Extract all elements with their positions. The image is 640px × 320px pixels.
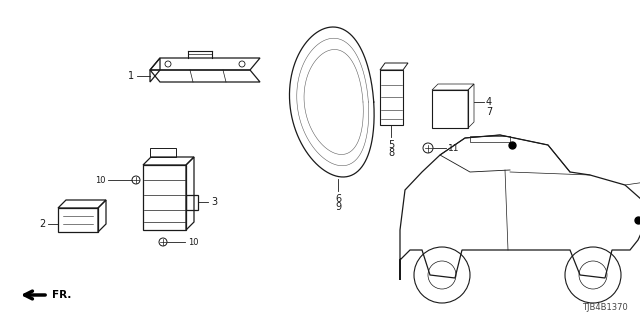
- Text: 4: 4: [486, 97, 492, 107]
- Text: 5: 5: [388, 140, 394, 150]
- Text: 3: 3: [211, 197, 217, 207]
- Text: 1: 1: [128, 71, 134, 81]
- Text: 11: 11: [448, 143, 460, 153]
- Text: 10: 10: [188, 237, 198, 246]
- Bar: [470, 136, 510, 142]
- Text: FR.: FR.: [52, 290, 72, 300]
- Text: TJB4B1370: TJB4B1370: [582, 303, 628, 312]
- Text: 7: 7: [486, 107, 492, 117]
- Text: 8: 8: [388, 148, 394, 158]
- Text: 6: 6: [335, 194, 341, 204]
- Text: 2: 2: [39, 219, 45, 229]
- Text: 9: 9: [335, 202, 341, 212]
- Text: 10: 10: [95, 175, 106, 185]
